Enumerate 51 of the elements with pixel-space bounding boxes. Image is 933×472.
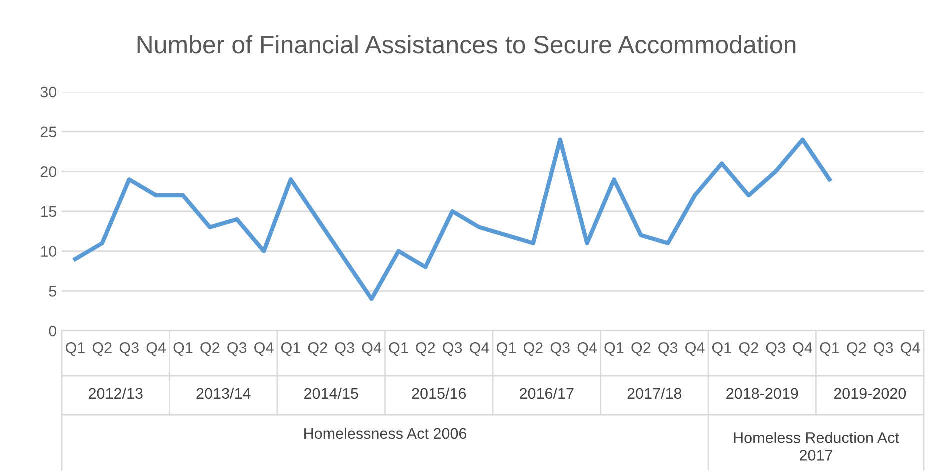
- x-tick-label: Q2: [308, 342, 328, 356]
- text: 2016/17: [520, 388, 574, 400]
- x-tick-label: Q1: [604, 342, 624, 356]
- x-tick-label: Q3: [550, 342, 570, 356]
- y-tick-label: 5: [49, 286, 56, 297]
- x-tick-label: Q1: [712, 342, 732, 356]
- x-tick-label: Q2: [739, 342, 758, 356]
- x-tick-label: Q3: [658, 342, 678, 356]
- x-tick-label: Q4: [578, 342, 598, 356]
- text: Homelessness Act 2006: [304, 428, 467, 440]
- x-tick-label: Q1: [282, 342, 300, 356]
- x-tick-label: Q1: [820, 342, 840, 356]
- x-tick-label: Q3: [874, 342, 894, 356]
- x-tick-label: Q3: [228, 342, 247, 356]
- x-tick-label: Q1: [174, 342, 193, 356]
- x-tick-label: Q4: [686, 342, 705, 356]
- x-tick-label: Q3: [335, 342, 354, 356]
- text: 2017/18: [628, 388, 682, 400]
- y-tick-label: 10: [41, 246, 57, 258]
- y-tick-label: 15: [41, 206, 56, 218]
- text: 2019-2020: [834, 388, 906, 400]
- x-tick-label: Q2: [632, 342, 651, 356]
- x-tick-label: Q4: [146, 342, 166, 356]
- y-tick-label: 25: [40, 126, 56, 138]
- y-tick-label: 20: [40, 166, 57, 178]
- x-tick-label: Q3: [766, 342, 786, 356]
- chart-title: Number of Financial Assistances to Secure Accommodation: [138, 35, 796, 54]
- text: 2012/13: [89, 388, 143, 400]
- text: 2018-2019: [726, 388, 798, 400]
- y-tick-label: 30: [40, 86, 57, 98]
- text: 2015/16: [412, 388, 466, 400]
- x-tick-label: Q1: [66, 342, 85, 356]
- x-tick-label: Q4: [362, 342, 382, 356]
- x-tick-label: Q1: [497, 342, 516, 356]
- text: 2013/14: [196, 388, 251, 400]
- x-tick-label: Q4: [793, 342, 813, 356]
- text: 2014/15: [304, 388, 358, 400]
- x-tick-label: Q4: [470, 342, 490, 356]
- x-tick-label: Q2: [847, 342, 866, 356]
- x-tick-label: Q3: [443, 342, 462, 356]
- x-tick-label: Q2: [416, 342, 436, 356]
- x-tick-label: Q3: [120, 342, 139, 356]
- x-tick-label: Q4: [254, 342, 274, 356]
- x-tick-label: Q2: [92, 342, 112, 356]
- x-tick-label: Q2: [524, 342, 543, 356]
- x-tick-label: Q4: [901, 342, 920, 356]
- y-tick-label: 0: [49, 326, 57, 337]
- text: Homeless Reduction Act 2017: [734, 432, 900, 461]
- line-series: [73, 138, 832, 302]
- x-tick-label: Q2: [200, 342, 220, 356]
- x-tick-label: Q1: [389, 342, 408, 356]
